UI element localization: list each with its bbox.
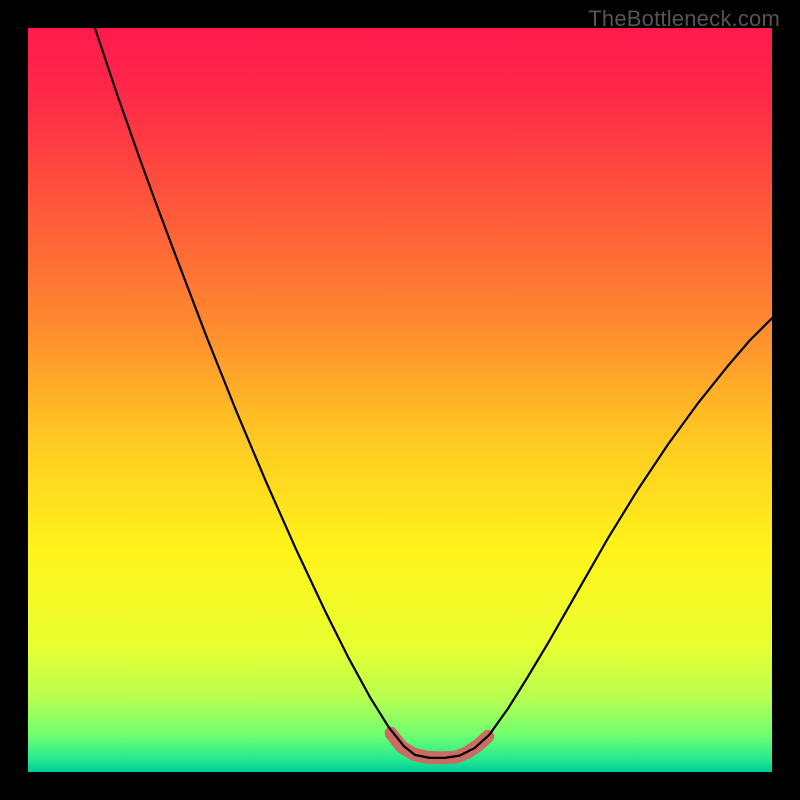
bottleneck-chart	[0, 0, 800, 800]
chart-frame: TheBottleneck.com	[0, 0, 800, 800]
plot-background	[28, 28, 772, 772]
watermark-label: TheBottleneck.com	[588, 6, 780, 32]
